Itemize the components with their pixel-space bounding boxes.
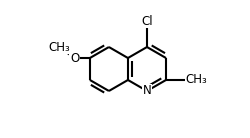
Text: CH₃: CH₃: [186, 74, 207, 87]
Text: CH₃: CH₃: [48, 41, 70, 54]
Text: Cl: Cl: [141, 14, 153, 27]
Text: N: N: [142, 84, 151, 97]
Text: O: O: [70, 51, 79, 64]
